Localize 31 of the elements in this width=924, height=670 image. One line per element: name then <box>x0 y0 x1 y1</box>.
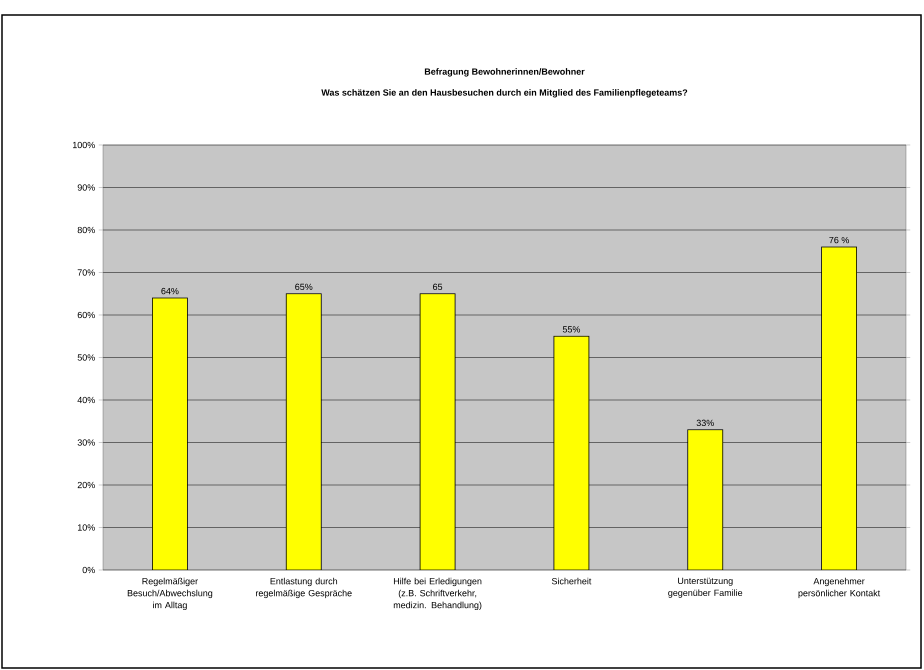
data-label: 55% <box>562 326 580 333</box>
chart-title: Befragung Bewohnerinnen/Bewohner <box>424 68 585 77</box>
y-tick-label: 70% <box>78 269 95 276</box>
data-label: 65% <box>295 284 312 290</box>
data-label: 33% <box>696 420 714 426</box>
y-tick-label: 30% <box>78 439 95 446</box>
x-tick-label: Angenehmer persönlicher Kontakt <box>798 578 880 598</box>
y-tick-label: 0% <box>82 566 95 574</box>
x-tick-label: Unterstützung gegenüber Familie <box>668 578 742 598</box>
y-tick-label: 60% <box>78 312 95 318</box>
x-tick-label: Regelmäßiger Besuch/Abwechslung im Alltag <box>128 578 212 610</box>
x-tick-label: Entlastung durch regelmäßige Gespräche <box>256 578 352 598</box>
chart-subtitle: Was schätzen Sie an den Hausbesuchen durch ein Mitglied des Familienpflegeteams? <box>321 89 688 98</box>
data-label: 64% <box>161 288 179 294</box>
bar <box>286 293 322 570</box>
y-tick-label: 100% <box>72 142 95 148</box>
data-label: 76 % <box>829 236 849 244</box>
data-label: 65 <box>433 284 442 290</box>
y-tick-label: 90% <box>78 184 95 191</box>
x-tick-label: Hilfe bei Erledigungen (z.B. Schriftverkehr, medizin. Behandlung) <box>394 578 482 610</box>
y-tick-label: 40% <box>77 396 95 404</box>
bar <box>554 336 590 570</box>
y-tick-label: 80% <box>78 226 95 234</box>
bar <box>152 298 188 570</box>
y-tick-label: 50% <box>78 354 95 361</box>
x-tick-label: Sicherheit <box>552 578 592 584</box>
bar <box>687 429 724 570</box>
y-tick-label: 10% <box>78 524 95 531</box>
bar <box>420 293 456 570</box>
y-tick-label: 20% <box>78 482 95 488</box>
bar <box>821 246 857 570</box>
